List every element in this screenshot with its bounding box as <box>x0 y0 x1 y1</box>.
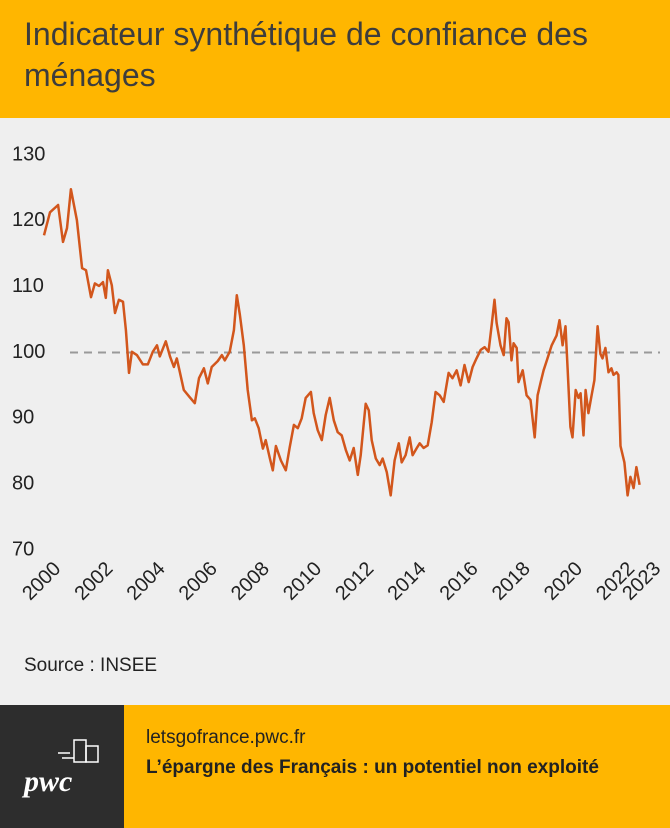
y-tick-label: 110 <box>12 275 44 297</box>
logo: pwc <box>0 705 124 828</box>
y-tick-label: 90 <box>12 407 34 429</box>
header: Indicateur synthétique de confiance des … <box>0 0 670 118</box>
url: letsgofrance.pwc.fr <box>146 727 306 748</box>
y-tick-label: 70 <box>12 538 34 560</box>
series-line <box>42 187 641 497</box>
y-tick-label: 120 <box>12 209 45 231</box>
y-tick-label: 130 <box>12 143 45 165</box>
y-tick-label: 100 <box>12 341 45 363</box>
logo-icon <box>58 739 99 763</box>
headline: L’épargne des Français : un potentiel no… <box>146 757 599 778</box>
title: Indicateur synthétique de confiance des … <box>24 16 588 93</box>
bg <box>0 118 670 705</box>
source: Source : INSEE <box>24 655 158 676</box>
y-tick-label: 80 <box>12 472 34 494</box>
footer: pwc letsgofrance.pwc.fr L’épargne des Fr… <box>0 705 670 828</box>
logo-text: pwc <box>24 765 73 798</box>
